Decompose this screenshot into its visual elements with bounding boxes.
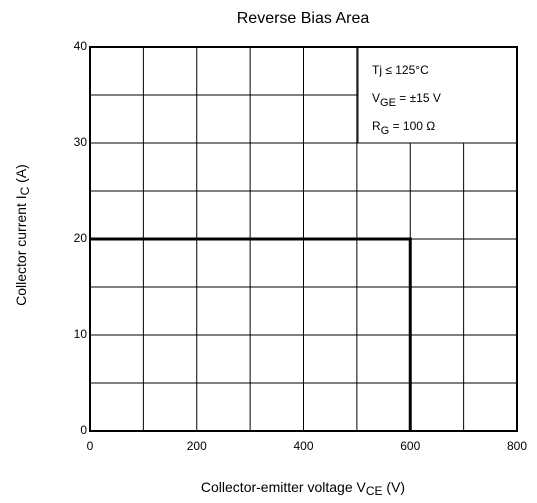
x-tick-label: 800 <box>507 439 527 453</box>
annotation-main: V <box>372 91 380 105</box>
y-axis-label-sub: C <box>18 186 32 195</box>
annotation: Tj ≤ 125°C <box>372 63 429 77</box>
annotation-sub: GE <box>380 97 396 109</box>
annotation-main: R <box>372 119 381 133</box>
y-tick-label: 20 <box>74 231 88 245</box>
x-tick-label: 200 <box>187 439 207 453</box>
x-tick-label: 0 <box>87 439 94 453</box>
y-tick-label: 0 <box>80 423 87 437</box>
x-axis-label: Collector-emitter voltage VCE (V) <box>201 479 405 498</box>
annotation-sub: G <box>381 125 390 137</box>
annotation-after: = 100 Ω <box>389 119 435 133</box>
y-tick-label: 10 <box>74 327 88 341</box>
x-axis-label-sub: CE <box>366 484 383 498</box>
annotation: VGE = ±15 V <box>372 91 441 109</box>
annotation-after: = ±15 V <box>396 91 441 105</box>
annotation: RG = 100 Ω <box>372 119 435 137</box>
x-axis-label-main: Collector-emitter voltage V <box>201 479 367 495</box>
chart-title: Reverse Bias Area <box>237 10 370 27</box>
x-axis-label-after: (V) <box>383 479 406 495</box>
y-tick-label: 40 <box>74 39 88 53</box>
series-line <box>90 237 412 431</box>
y-tick-label: 30 <box>74 135 88 149</box>
x-tick-label: 400 <box>293 439 313 453</box>
y-axis-label-main: Collector current I <box>13 195 29 305</box>
x-tick-label: 600 <box>400 439 420 453</box>
y-axis-label-after: (A) <box>13 164 29 187</box>
annotation-main: Tj ≤ 125°C <box>372 63 429 77</box>
y-axis-label: Collector current IC (A) <box>13 164 32 306</box>
